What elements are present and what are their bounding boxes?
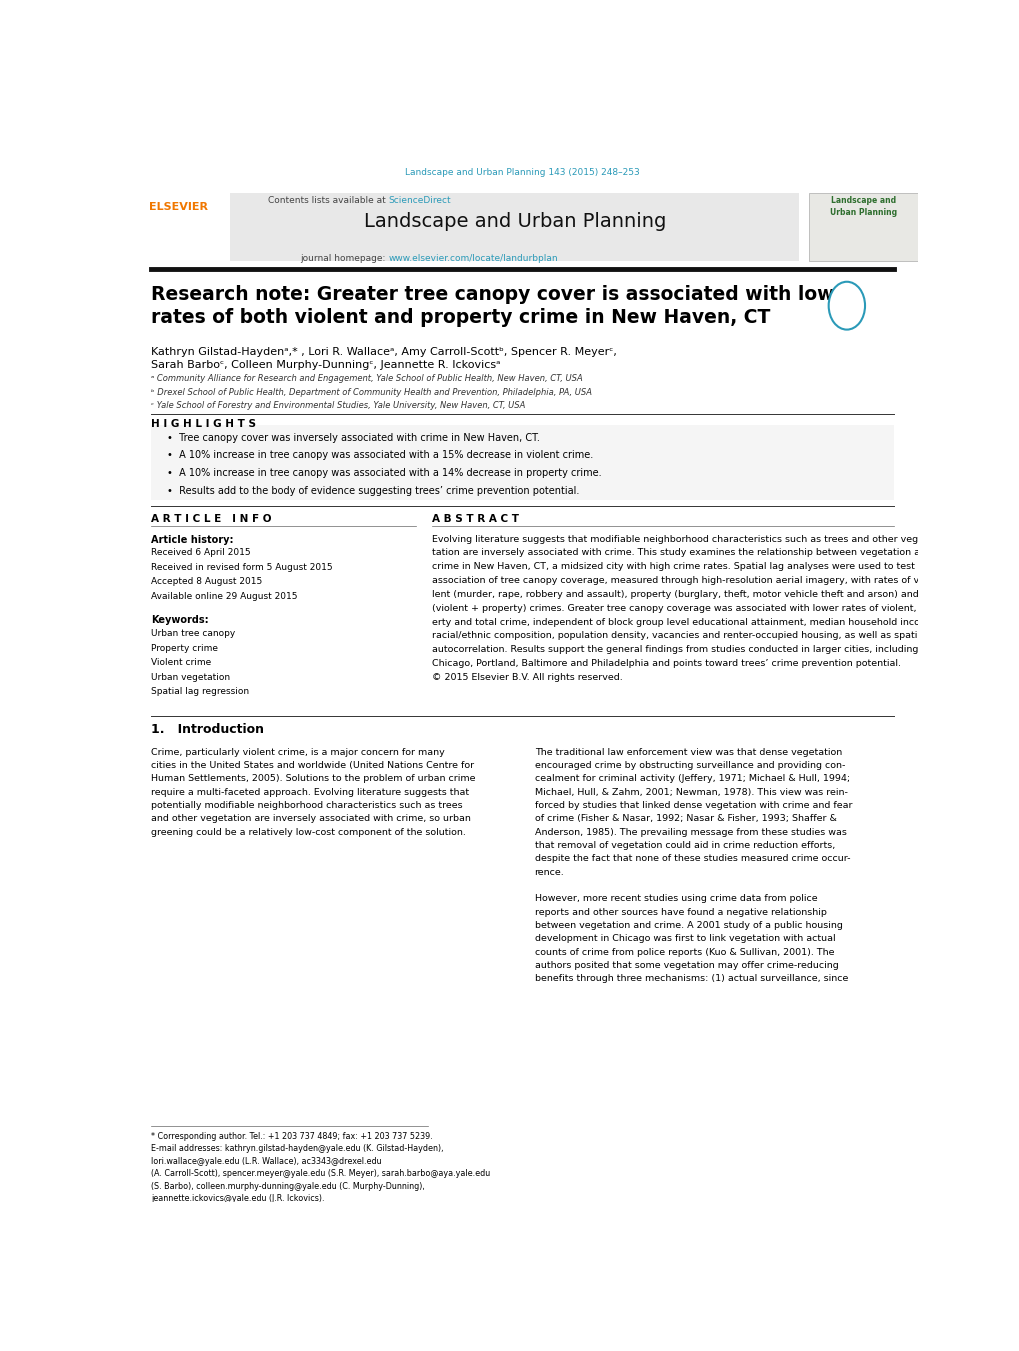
Text: The traditional law enforcement view was that dense vegetation: The traditional law enforcement view was… <box>534 748 841 757</box>
Text: lori.wallace@yale.edu (L.R. Wallace), ac3343@drexel.edu: lori.wallace@yale.edu (L.R. Wallace), ac… <box>151 1156 381 1166</box>
Text: greening could be a relatively low-cost component of the solution.: greening could be a relatively low-cost … <box>151 828 466 836</box>
Text: counts of crime from police reports (Kuo & Sullivan, 2001). The: counts of crime from police reports (Kuo… <box>534 947 834 957</box>
Text: Keywords:: Keywords: <box>151 615 209 624</box>
Text: ᶜ Yale School of Forestry and Environmental Studies, Yale University, New Haven,: ᶜ Yale School of Forestry and Environmen… <box>151 401 525 411</box>
Text: Michael, Hull, & Zahm, 2001; Newman, 1978). This view was rein-: Michael, Hull, & Zahm, 2001; Newman, 197… <box>534 788 847 797</box>
Text: Spatial lag regression: Spatial lag regression <box>151 688 249 697</box>
Text: of crime (Fisher & Nasar, 1992; Nasar & Fisher, 1993; Shaffer &: of crime (Fisher & Nasar, 1992; Nasar & … <box>534 815 836 823</box>
Text: H I G H L I G H T S: H I G H L I G H T S <box>151 419 256 430</box>
Text: tation are inversely associated with crime. This study examines the relationship: tation are inversely associated with cri… <box>431 549 931 558</box>
Text: Urban vegetation: Urban vegetation <box>151 673 230 682</box>
Text: (A. Carroll-Scott), spencer.meyer@yale.edu (S.R. Meyer), sarah.barbo@aya.yale.ed: (A. Carroll-Scott), spencer.meyer@yale.e… <box>151 1169 490 1178</box>
Text: erty and total crime, independent of block group level educational attainment, m: erty and total crime, independent of blo… <box>431 617 936 627</box>
Text: ELSEVIER: ELSEVIER <box>149 201 208 212</box>
Text: authors posited that some vegetation may offer crime-reducing: authors posited that some vegetation may… <box>534 961 838 970</box>
Text: Research note: Greater tree canopy cover is associated with lower
rates of both : Research note: Greater tree canopy cover… <box>151 285 856 327</box>
Text: journal homepage:: journal homepage: <box>300 254 388 262</box>
Text: cealment for criminal activity (Jeffery, 1971; Michael & Hull, 1994;: cealment for criminal activity (Jeffery,… <box>534 774 849 784</box>
Text: Urban tree canopy: Urban tree canopy <box>151 630 235 638</box>
Text: Human Settlements, 2005). Solutions to the problem of urban crime: Human Settlements, 2005). Solutions to t… <box>151 774 475 784</box>
Text: (S. Barbo), colleen.murphy-dunning@yale.edu (C. Murphy-Dunning),: (S. Barbo), colleen.murphy-dunning@yale.… <box>151 1182 425 1190</box>
Text: between vegetation and crime. A 2001 study of a public housing: between vegetation and crime. A 2001 stu… <box>534 921 842 929</box>
Text: However, more recent studies using crime data from police: However, more recent studies using crime… <box>534 894 816 904</box>
Text: ᵇ Drexel School of Public Health, Department of Community Health and Prevention,: ᵇ Drexel School of Public Health, Depart… <box>151 388 592 397</box>
Text: Anderson, 1985). The prevailing message from these studies was: Anderson, 1985). The prevailing message … <box>534 828 846 836</box>
Text: crime in New Haven, CT, a midsized city with high crime rates. Spatial lag analy: crime in New Haven, CT, a midsized city … <box>431 562 932 571</box>
Text: jeannette.ickovics@yale.edu (J.R. Ickovics).: jeannette.ickovics@yale.edu (J.R. Ickovi… <box>151 1194 324 1204</box>
FancyBboxPatch shape <box>230 193 799 261</box>
Text: forced by studies that linked dense vegetation with crime and fear: forced by studies that linked dense vege… <box>534 801 851 811</box>
Circle shape <box>827 282 864 330</box>
Text: Violent crime: Violent crime <box>151 658 211 667</box>
Text: © 2015 Elsevier B.V. All rights reserved.: © 2015 Elsevier B.V. All rights reserved… <box>431 673 622 682</box>
Text: cities in the United States and worldwide (United Nations Centre for: cities in the United States and worldwid… <box>151 761 474 770</box>
FancyBboxPatch shape <box>151 426 894 500</box>
Text: potentially modifiable neighborhood characteristics such as trees: potentially modifiable neighborhood char… <box>151 801 463 811</box>
Text: E-mail addresses: kathryn.gilstad-hayden@yale.edu (K. Gilstad-Hayden),: E-mail addresses: kathryn.gilstad-hayden… <box>151 1144 443 1154</box>
Text: development in Chicago was first to link vegetation with actual: development in Chicago was first to link… <box>534 934 835 943</box>
Text: association of tree canopy coverage, measured through high-resolution aerial ima: association of tree canopy coverage, mea… <box>431 576 930 585</box>
Text: Evolving literature suggests that modifiable neighborhood characteristics such a: Evolving literature suggests that modifi… <box>431 535 926 543</box>
Text: Accepted 8 August 2015: Accepted 8 August 2015 <box>151 577 262 586</box>
Text: despite the fact that none of these studies measured crime occur-: despite the fact that none of these stud… <box>534 854 849 863</box>
Text: and other vegetation are inversely associated with crime, so urban: and other vegetation are inversely assoc… <box>151 815 471 823</box>
Text: Property crime: Property crime <box>151 644 218 653</box>
Text: Landscape and
Urban Planning: Landscape and Urban Planning <box>829 196 896 216</box>
Text: •  A 10% increase in tree canopy was associated with a 14% decrease in property : • A 10% increase in tree canopy was asso… <box>167 467 601 478</box>
Text: •  A 10% increase in tree canopy was associated with a 15% decrease in violent c: • A 10% increase in tree canopy was asso… <box>167 450 593 461</box>
Text: Contents lists available at: Contents lists available at <box>267 196 388 205</box>
Text: •  Tree canopy cover was inversely associated with crime in New Haven, CT.: • Tree canopy cover was inversely associ… <box>167 432 539 443</box>
Text: require a multi-faceted approach. Evolving literature suggests that: require a multi-faceted approach. Evolvi… <box>151 788 469 797</box>
Text: Received in revised form 5 August 2015: Received in revised form 5 August 2015 <box>151 562 332 571</box>
Text: CrossMark: CrossMark <box>827 296 864 301</box>
Text: lent (murder, rape, robbery and assault), property (burglary, theft, motor vehic: lent (murder, rape, robbery and assault)… <box>431 590 943 598</box>
Text: benefits through three mechanisms: (1) actual surveillance, since: benefits through three mechanisms: (1) a… <box>534 974 847 984</box>
Text: A R T I C L E   I N F O: A R T I C L E I N F O <box>151 513 271 524</box>
Text: 1.   Introduction: 1. Introduction <box>151 723 264 736</box>
Text: Available online 29 August 2015: Available online 29 August 2015 <box>151 592 298 601</box>
Text: Article history:: Article history: <box>151 535 233 544</box>
Text: Chicago, Portland, Baltimore and Philadelphia and points toward trees’ crime pre: Chicago, Portland, Baltimore and Philade… <box>431 659 900 667</box>
Text: Kathryn Gilstad-Haydenᵃ,* , Lori R. Wallaceᵃ, Amy Carroll-Scottᵇ, Spencer R. Mey: Kathryn Gilstad-Haydenᵃ,* , Lori R. Wall… <box>151 347 616 370</box>
Text: http://dx.doi.org/10.1016/j.landurbplan.2015.08.005: http://dx.doi.org/10.1016/j.landurbplan.… <box>151 1210 360 1220</box>
Text: •  Results add to the body of evidence suggesting trees’ crime prevention potent: • Results add to the body of evidence su… <box>167 485 579 496</box>
Text: Landscape and Urban Planning: Landscape and Urban Planning <box>364 212 665 231</box>
Text: reports and other sources have found a negative relationship: reports and other sources have found a n… <box>534 908 825 916</box>
Text: * Corresponding author. Tel.: +1 203 737 4849; fax: +1 203 737 5239.: * Corresponding author. Tel.: +1 203 737… <box>151 1132 432 1140</box>
Bar <box>808 193 917 261</box>
Text: that removal of vegetation could aid in crime reduction efforts,: that removal of vegetation could aid in … <box>534 842 834 850</box>
Text: rence.: rence. <box>534 867 564 877</box>
Text: www.elsevier.com/locate/landurbplan: www.elsevier.com/locate/landurbplan <box>388 254 557 262</box>
Text: A B S T R A C T: A B S T R A C T <box>431 513 519 524</box>
Text: (violent + property) crimes. Greater tree canopy coverage was associated with lo: (violent + property) crimes. Greater tre… <box>431 604 944 613</box>
Text: Crime, particularly violent crime, is a major concern for many: Crime, particularly violent crime, is a … <box>151 748 444 757</box>
Text: ScienceDirect: ScienceDirect <box>388 196 450 205</box>
Text: Landscape and Urban Planning 143 (2015) 248–253: Landscape and Urban Planning 143 (2015) … <box>405 169 640 177</box>
Text: encouraged crime by obstructing surveillance and providing con-: encouraged crime by obstructing surveill… <box>534 761 844 770</box>
Text: autocorrelation. Results support the general findings from studies conducted in : autocorrelation. Results support the gen… <box>431 646 917 654</box>
Text: ᵃ Community Alliance for Research and Engagement, Yale School of Public Health, : ᵃ Community Alliance for Research and En… <box>151 374 583 384</box>
Text: 0169-2046/© 2015 Elsevier B.V. All rights reserved.: 0169-2046/© 2015 Elsevier B.V. All right… <box>151 1224 358 1233</box>
Text: Received 6 April 2015: Received 6 April 2015 <box>151 549 251 557</box>
Text: racial/ethnic composition, population density, vacancies and renter-occupied hou: racial/ethnic composition, population de… <box>431 631 925 640</box>
